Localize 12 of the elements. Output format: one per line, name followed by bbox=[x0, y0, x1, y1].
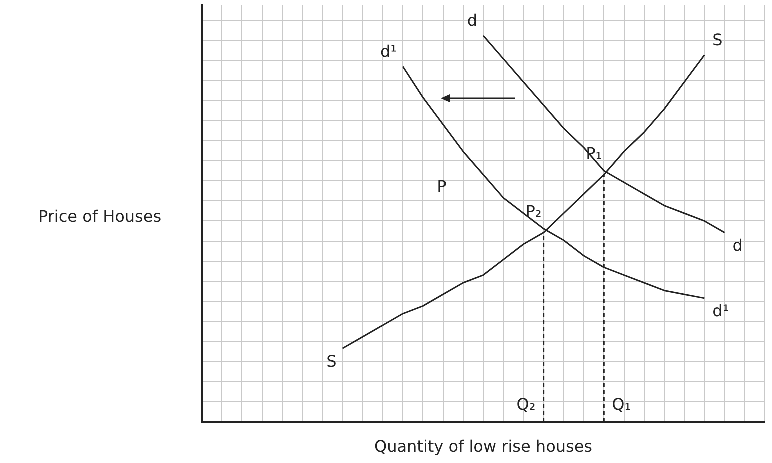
annotation: P bbox=[437, 177, 448, 196]
series-label: d bbox=[467, 11, 478, 30]
annotation: Q₂ bbox=[516, 395, 536, 414]
series-label: S bbox=[326, 352, 337, 371]
text: d¹ bbox=[712, 302, 730, 321]
y-axis-title: Price of Houses bbox=[38, 207, 162, 226]
text: S bbox=[712, 30, 723, 50]
annotation: P₂ bbox=[526, 202, 542, 221]
series-label: d¹ bbox=[380, 42, 398, 61]
annotation: Q₁ bbox=[612, 395, 632, 414]
x-axis-title: Quantity of low rise houses bbox=[374, 437, 593, 456]
text: d bbox=[732, 236, 743, 255]
